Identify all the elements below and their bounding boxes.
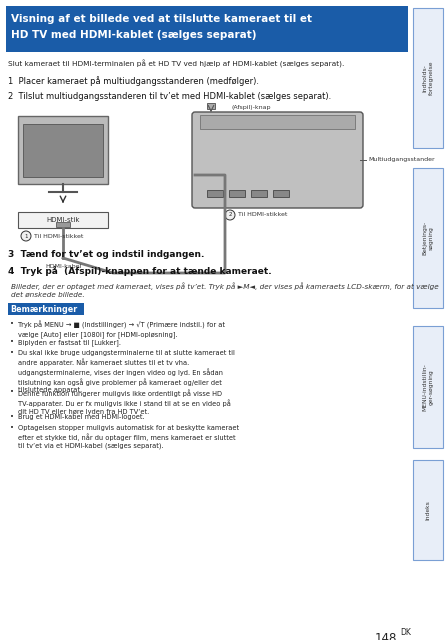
Text: Multiudgangsstander: Multiudgangsstander — [368, 157, 434, 163]
Bar — [273, 190, 289, 197]
Bar — [56, 222, 70, 227]
Text: Til HDMI-stikket: Til HDMI-stikket — [238, 212, 287, 218]
Text: •: • — [10, 389, 14, 395]
Text: MENU-indstillin-
ger-søgning: MENU-indstillin- ger-søgning — [422, 363, 434, 411]
Bar — [207, 103, 215, 109]
Text: HD TV med HDMI-kablet (sælges separat): HD TV med HDMI-kablet (sælges separat) — [11, 30, 256, 40]
Text: Visning af et billede ved at tilslutte kameraet til et: Visning af et billede ved at tilslutte k… — [11, 14, 312, 24]
Text: 2: 2 — [228, 212, 232, 218]
FancyBboxPatch shape — [413, 460, 443, 560]
Text: •: • — [10, 349, 14, 356]
Text: 1: 1 — [24, 234, 28, 239]
Bar — [251, 190, 267, 197]
Bar — [200, 115, 355, 129]
Text: HDMI-kabel: HDMI-kabel — [45, 264, 81, 269]
Text: •: • — [10, 425, 14, 431]
FancyBboxPatch shape — [413, 8, 443, 148]
Text: Billeder, der er optaget med kameraet, vises på tv’et. Tryk på ►M◄, der vises på: Billeder, der er optaget med kameraet, v… — [11, 282, 439, 298]
Text: 4  Tryk på  (Afspil)-knappen for at tænde kameraet.: 4 Tryk på (Afspil)-knappen for at tænde … — [8, 266, 272, 276]
Text: 1  Placer kameraet på multiudgangsstanderen (medfølger).: 1 Placer kameraet på multiudgangsstander… — [8, 76, 259, 86]
Bar — [18, 212, 108, 228]
Text: Brug et HDMI-kabel med HDMI-logoet.: Brug et HDMI-kabel med HDMI-logoet. — [18, 414, 145, 420]
Bar — [6, 6, 408, 52]
Text: DK: DK — [400, 628, 411, 637]
Text: Betjenings-
søgning: Betjenings- søgning — [422, 221, 434, 255]
Text: Denne funktion fungerer muligvis ikke ordentligt på visse HD
TV-apparater. Du er: Denne funktion fungerer muligvis ikke or… — [18, 389, 231, 415]
FancyBboxPatch shape — [413, 326, 443, 448]
FancyBboxPatch shape — [192, 112, 363, 208]
Bar — [23, 124, 103, 177]
Bar — [18, 116, 108, 184]
Text: Til HDMI-stikket: Til HDMI-stikket — [34, 234, 83, 239]
Text: Optagelsen stopper muligvis automatisk for at beskytte kameraet
efter et stykke : Optagelsen stopper muligvis automatisk f… — [18, 425, 239, 449]
Text: (Afspil)-knap: (Afspil)-knap — [231, 105, 271, 110]
Text: Du skal ikke bruge udgangsterminalerne til at slutte kameraet til
andre apparate: Du skal ikke bruge udgangsterminalerne t… — [18, 349, 235, 394]
Text: 3  Tænd for tv’et og indstil indgangen.: 3 Tænd for tv’et og indstil indgangen. — [8, 250, 204, 259]
Text: Bemærkninger: Bemærkninger — [10, 305, 77, 314]
Text: •: • — [10, 339, 14, 345]
Bar — [8, 303, 84, 315]
Text: •: • — [10, 321, 14, 327]
Text: 2  Tilslut multiudgangsstanderen til tv’et med HDMI-kablet (sælges separat).: 2 Tilslut multiudgangsstanderen til tv’e… — [8, 92, 331, 101]
Bar — [229, 190, 245, 197]
FancyBboxPatch shape — [413, 168, 443, 308]
Text: Slut kameraet til HDMI-terminalen på et HD TV ved hjælp af HDMI-kablet (sælges s: Slut kameraet til HDMI-terminalen på et … — [8, 60, 344, 68]
Bar — [207, 190, 223, 197]
Text: Indeks: Indeks — [425, 500, 430, 520]
Circle shape — [21, 231, 31, 241]
Text: Biplyden er fastsat til [Lukker].: Biplyden er fastsat til [Lukker]. — [18, 339, 121, 346]
Text: Tryk på MENU → ■ (Indstillinger) → √T (Primære indstil.) for at
vælge [Auto] ell: Tryk på MENU → ■ (Indstillinger) → √T (P… — [18, 321, 225, 338]
Text: HDMI-stik: HDMI-stik — [46, 217, 80, 223]
Text: Indholds-
fortegnelse: Indholds- fortegnelse — [422, 61, 434, 95]
Text: 148: 148 — [375, 632, 397, 640]
Circle shape — [225, 210, 235, 220]
Text: •: • — [10, 414, 14, 420]
